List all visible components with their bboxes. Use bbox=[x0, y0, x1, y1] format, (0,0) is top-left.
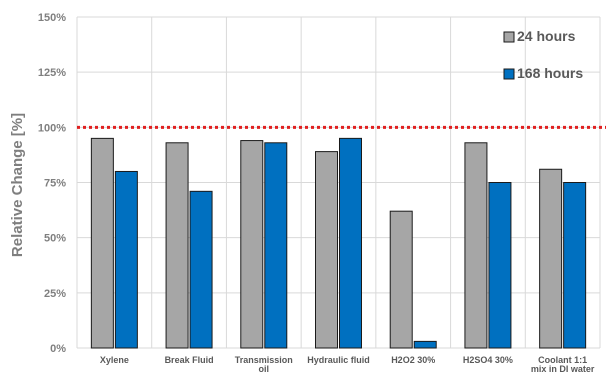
y-tick-label: 125% bbox=[38, 67, 66, 79]
bar-168h bbox=[114, 170, 138, 349]
x-axis-categories: Xylene Break Fluid Transmission oil Hydrauli… bbox=[100, 355, 595, 374]
grid-lines bbox=[76, 16, 601, 349]
x-category-label: Transmission oil bbox=[235, 355, 293, 374]
x-category-label: H2SO4 30% bbox=[463, 355, 513, 365]
y-tick-label: 50% bbox=[44, 233, 66, 245]
bar-168h bbox=[413, 340, 437, 349]
bar-24h bbox=[90, 137, 114, 349]
bar-168h bbox=[264, 142, 288, 349]
bar-24h bbox=[539, 168, 563, 349]
x-category-label: Break Fluid bbox=[165, 355, 214, 365]
bar-24h bbox=[389, 210, 413, 349]
legend-swatch bbox=[503, 68, 515, 80]
bar-168h bbox=[189, 190, 213, 349]
legend-label: 24 hours bbox=[517, 28, 576, 44]
bar-168h bbox=[339, 137, 362, 349]
legend-label: 168 hours bbox=[517, 65, 583, 81]
y-tick-label: 100% bbox=[38, 122, 66, 134]
legend-swatch bbox=[503, 31, 515, 43]
y-tick-label: 0% bbox=[50, 343, 66, 355]
x-category-label: Hydraulic fluid bbox=[307, 355, 370, 365]
bar-24h bbox=[464, 142, 488, 349]
bar-168h bbox=[488, 182, 512, 349]
x-category-label: Xylene bbox=[100, 355, 129, 365]
legend: 24 hours 168 hours bbox=[503, 28, 583, 81]
bar-24h bbox=[240, 140, 264, 349]
bar-24h bbox=[165, 142, 189, 349]
y-axis-ticks: 0% 25% 50% 75% 100% 125% 150% bbox=[38, 12, 66, 355]
bar-168h bbox=[563, 182, 587, 349]
y-tick-label: 75% bbox=[44, 178, 66, 190]
bars bbox=[90, 137, 587, 349]
y-tick-label: 150% bbox=[38, 12, 66, 24]
x-category-label: H2O2 30% bbox=[391, 355, 435, 365]
bar-24h bbox=[315, 151, 338, 349]
y-axis-title: Relative Change [%] bbox=[9, 113, 26, 257]
x-category-label: Coolant 1:1 mix in DI water bbox=[531, 355, 595, 374]
y-tick-label: 25% bbox=[44, 288, 66, 300]
